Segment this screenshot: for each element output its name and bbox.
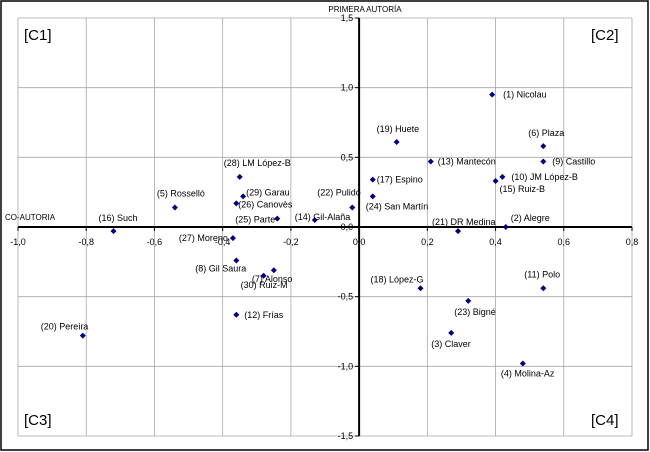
x-tick-label: -0,4: [215, 237, 231, 247]
x-tick-label: -0,8: [78, 237, 94, 247]
quadrant-c1-label: [C1]: [24, 27, 52, 44]
scatter-point: [274, 215, 281, 222]
point-label: (13) Mantecón: [438, 157, 496, 167]
scatter-point: [540, 158, 547, 165]
scatter-point: [369, 193, 376, 200]
y-axis-title: PRIMERA AUTORÍA: [328, 5, 402, 14]
point-label: (9) Castillo: [552, 157, 595, 167]
point-label: (4) Molina-Az: [501, 369, 555, 379]
x-tick-label: 0,6: [558, 237, 571, 247]
point-label: (30) Ruiz-M: [241, 280, 288, 290]
scatter-point: [427, 158, 434, 165]
point-label: (26) Canovès: [238, 199, 293, 209]
scatter-point: [540, 285, 547, 292]
point-layer: (1) Nicolau (2) Alegre (3) Claver (4) Molin…: [41, 90, 596, 379]
point-label: (20) Pereira: [41, 322, 89, 332]
point-label: (29) Garau: [246, 187, 290, 197]
scatter-point: [79, 332, 86, 339]
point-label: (15) Ruiz-B: [500, 184, 546, 194]
point-label: (6) Plaza: [528, 128, 564, 138]
y-tick-label: -1,0: [338, 361, 354, 371]
y-tick-label: 1,0: [341, 83, 354, 93]
tick-label-layer: -1,0 -0,8 -0,6 -0,4 -0,2 0,0 0,2 0,4 0,6 0,8 1,5 1,…: [10, 13, 638, 441]
y-tick-label: 0,5: [341, 152, 354, 162]
x-tick-label: 0,4: [489, 237, 502, 247]
scatter-point: [369, 176, 376, 183]
point-label: (19) Huete: [377, 124, 420, 134]
point-label: (18) López-G: [371, 274, 424, 284]
scatter-point: [417, 285, 424, 292]
point-label: (1) Nicolau: [503, 90, 547, 100]
x-tick-label: 0,2: [421, 237, 434, 247]
x-tick-label: -0,6: [147, 237, 163, 247]
point-label: (11) Polo: [524, 269, 560, 279]
point-label: (3) Claver: [431, 339, 471, 349]
scatter-point: [311, 217, 318, 224]
point-label: (21) DR Medina: [432, 217, 496, 227]
x-axis-title: CO-AUTORIA: [5, 213, 56, 222]
y-tick-label: 1,5: [341, 13, 354, 23]
point-label: (23) Bigné: [454, 307, 496, 317]
scatter-point: [519, 360, 526, 367]
scatter-point: [492, 178, 499, 185]
y-tick-label: -0,5: [338, 292, 354, 302]
x-tick-label: 0,0: [353, 237, 366, 247]
scatter-point: [393, 139, 400, 146]
scatter-point: [540, 143, 547, 150]
scatter-point: [110, 228, 117, 235]
quadrant-c2-label: [C2]: [591, 27, 619, 44]
point-label: (2) Alegre: [511, 213, 550, 223]
point-label: (17) Espino: [377, 175, 423, 185]
scatter-point: [171, 204, 178, 211]
scatter-point: [448, 329, 455, 336]
point-label: (14) Gil-Alaña: [295, 212, 351, 222]
x-tick-label: 0,8: [626, 237, 639, 247]
point-label: (12) Frías: [244, 310, 284, 320]
scatter-point: [349, 204, 356, 211]
scatter-point: [240, 193, 247, 200]
y-tick-label: 0,0: [341, 222, 354, 232]
point-label: (25) Parte: [235, 215, 275, 225]
scatter-point: [233, 311, 240, 318]
scatter-point: [502, 224, 509, 230]
scatter-point: [499, 173, 506, 180]
scatter-point: [236, 173, 243, 180]
scatter-point: [455, 228, 462, 235]
y-tick-label: -1,5: [338, 431, 354, 441]
scatter-point: [489, 91, 496, 98]
point-label: (22) Pulido: [317, 187, 361, 197]
point-label: (16) Such: [99, 213, 138, 223]
axis-layer: [17, 17, 633, 437]
scatter-point: [229, 235, 236, 242]
x-tick-label: -0,2: [283, 237, 299, 247]
scatter-point: [260, 272, 267, 279]
quadrant-c4-label: [C4]: [591, 412, 619, 429]
scatter-point: [233, 200, 240, 207]
quadrant-c3-label: [C3]: [24, 412, 52, 429]
point-label: (27) Moreno: [179, 233, 228, 243]
point-label: (7) Alonso: [252, 274, 293, 284]
scatter-point: [270, 267, 277, 274]
scatter-point: [465, 297, 472, 304]
point-label: (10) JM López-B: [511, 172, 578, 182]
point-label: (28) LM López-B: [224, 158, 291, 168]
x-tick-label: -1,0: [10, 237, 26, 247]
point-label: (8) Gil Saura: [195, 263, 246, 273]
scatter-point: [233, 257, 240, 264]
point-label: (24) San Martín: [366, 201, 429, 211]
point-label: (5) Rosselló: [157, 188, 205, 198]
